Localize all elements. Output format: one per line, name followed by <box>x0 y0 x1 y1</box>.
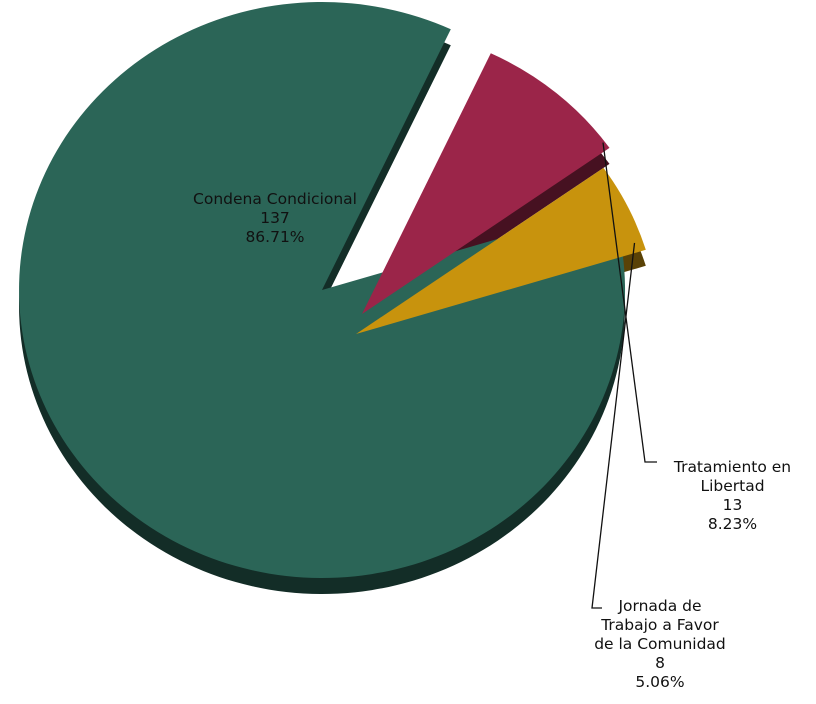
label-percent: 5.06% <box>635 673 685 691</box>
leader-line-tratamiento <box>602 142 657 463</box>
label-percent: 8.23% <box>707 515 758 533</box>
slice-condena-condicional <box>19 2 626 579</box>
label-value: 8 <box>655 654 665 672</box>
slice-jornada-de-trabajo <box>356 167 646 334</box>
label-name: Condena Condicional <box>193 190 357 208</box>
label-percent: 86.71% <box>245 228 305 246</box>
data-label-condena-condicional: Condena Condicional 137 86.71% <box>150 190 400 247</box>
label-name-line-1: Jornada de <box>618 597 702 615</box>
leader-line-jornada <box>591 242 636 609</box>
data-label-jornada-de-trabajo: Jornada de Trabajo a Favor de la Comunid… <box>560 597 760 692</box>
label-name-line-1: Tratamiento en <box>673 458 792 476</box>
slice-tratamiento-en-libertad <box>362 53 610 315</box>
label-value: 137 <box>260 209 290 227</box>
label-value: 13 <box>722 496 743 514</box>
label-name-line-2: Libertad <box>700 477 765 495</box>
data-label-tratamiento-en-libertad: Tratamiento en Libertad 13 8.23% <box>655 458 810 534</box>
label-name-line-3: de la Comunidad <box>594 635 726 653</box>
label-name-line-2: Trabajo a Favor <box>601 616 719 634</box>
